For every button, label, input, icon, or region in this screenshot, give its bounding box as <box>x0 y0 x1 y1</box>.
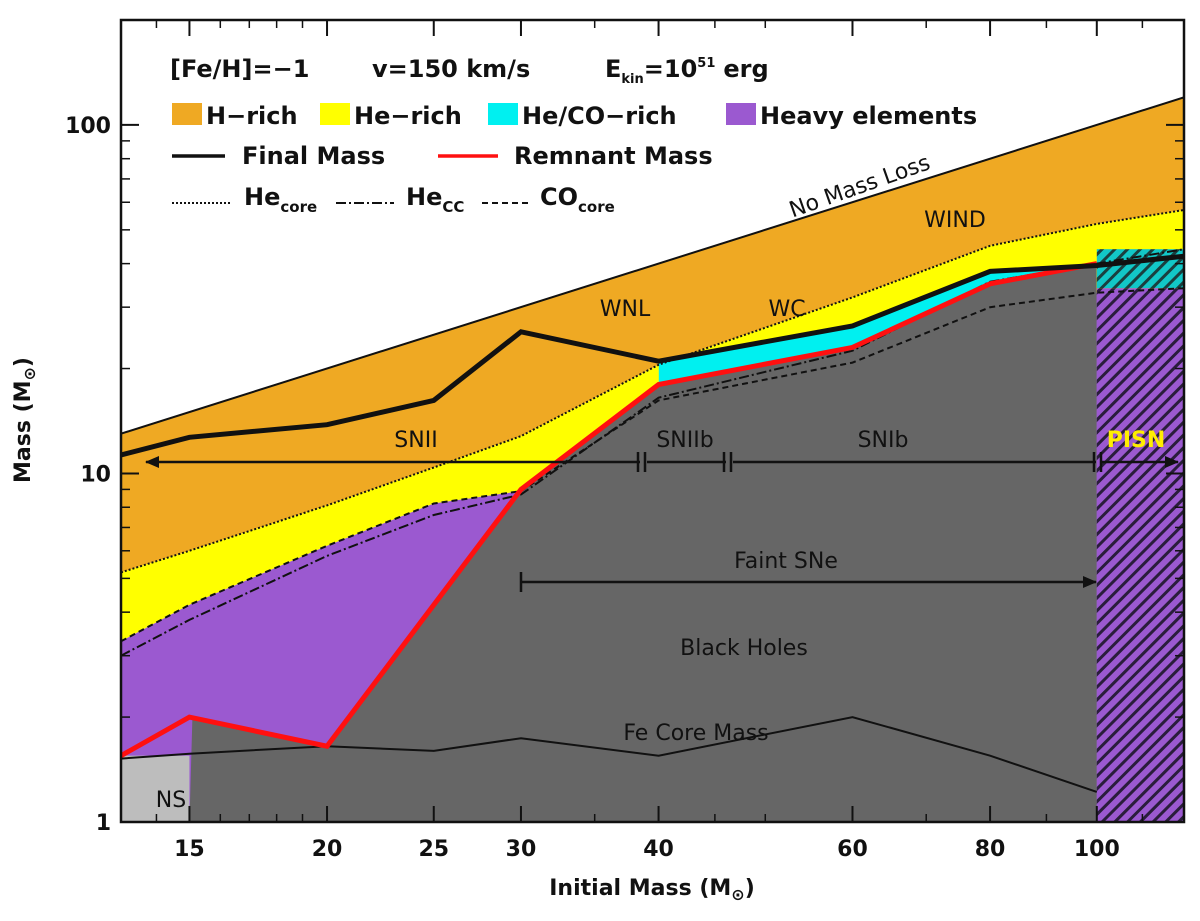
legend-swatch-he-co-rich <box>488 103 518 125</box>
label-fe-core-mass: Fe Core Mass <box>623 721 768 746</box>
legend-label-he-co-rich: He/CO−rich <box>522 102 677 130</box>
x-tick-label-20: 20 <box>312 837 343 862</box>
line-he-core <box>121 209 1184 574</box>
label-black-holes: Black Holes <box>680 636 808 661</box>
header-velocity: v=150 km/s <box>372 55 530 83</box>
label-wind: WIND <box>924 208 986 233</box>
legend-label-co-core: COcore <box>540 183 615 216</box>
plot-frame <box>119 18 1186 824</box>
legend-label-he-rich: He−rich <box>354 102 462 130</box>
y-axis-title: Mass (M⊙) <box>11 357 39 483</box>
header-feh: [Fe/H]=−1 <box>170 55 309 83</box>
legend-label-remnant-mass: Remnant Mass <box>514 142 713 170</box>
x-axis-title: Initial Mass (M⊙) <box>549 876 755 904</box>
label-pisn: PISN <box>1107 428 1166 453</box>
label-snii: SNII <box>394 428 437 453</box>
legend-swatch-h-rich <box>172 103 202 125</box>
y-tick-label-10: 10 <box>80 462 111 487</box>
fill-neutron-stars <box>121 755 190 822</box>
legend-label-h-rich: H−rich <box>206 102 298 130</box>
fill-pisn-cyan <box>1096 249 1184 289</box>
header-ekin: Ekin=1051 erg <box>605 55 769 87</box>
x-tick-label-60: 60 <box>837 837 868 862</box>
line-co-core <box>121 287 1184 643</box>
label-sniib: SNIIb <box>656 428 713 453</box>
legend-label-final-mass: Final Mass <box>242 142 385 170</box>
legend-label-heavy-elements: Heavy elements <box>760 102 977 130</box>
label-wnl: WNL <box>600 297 651 322</box>
label-snib: SNIb <box>858 428 909 453</box>
x-tick-label-80: 80 <box>975 837 1006 862</box>
x-tick-label-30: 30 <box>506 837 537 862</box>
fill-he-co-rich <box>658 256 1184 385</box>
x-tick-label-15: 15 <box>174 837 205 862</box>
legend-swatch-he-rich <box>320 103 350 125</box>
label-faint-sne: Faint SNe <box>734 549 838 574</box>
label-wc: WC <box>768 297 805 322</box>
line-final-mass <box>121 253 1184 458</box>
legend-label-he-core: Hecore <box>244 183 317 216</box>
legend-swatch-heavy-elements <box>726 103 756 125</box>
line-initial-mass <box>121 96 1184 435</box>
label-ns: NS <box>156 788 186 813</box>
fill-pisn-purple <box>1096 288 1184 822</box>
fill-black-holes <box>189 263 1097 822</box>
x-tick-label-100: 100 <box>1074 837 1120 862</box>
fill-h-rich <box>121 97 1184 573</box>
y-tick-label-100: 100 <box>65 114 111 139</box>
line-remnant-mass <box>121 261 1098 758</box>
x-tick-label-40: 40 <box>643 837 674 862</box>
x-tick-label-25: 25 <box>418 837 449 862</box>
y-tick-label-1: 1 <box>96 811 111 836</box>
line-fe-core-mass <box>121 716 1098 793</box>
legend-label-he-cc: HeCC <box>406 183 464 216</box>
